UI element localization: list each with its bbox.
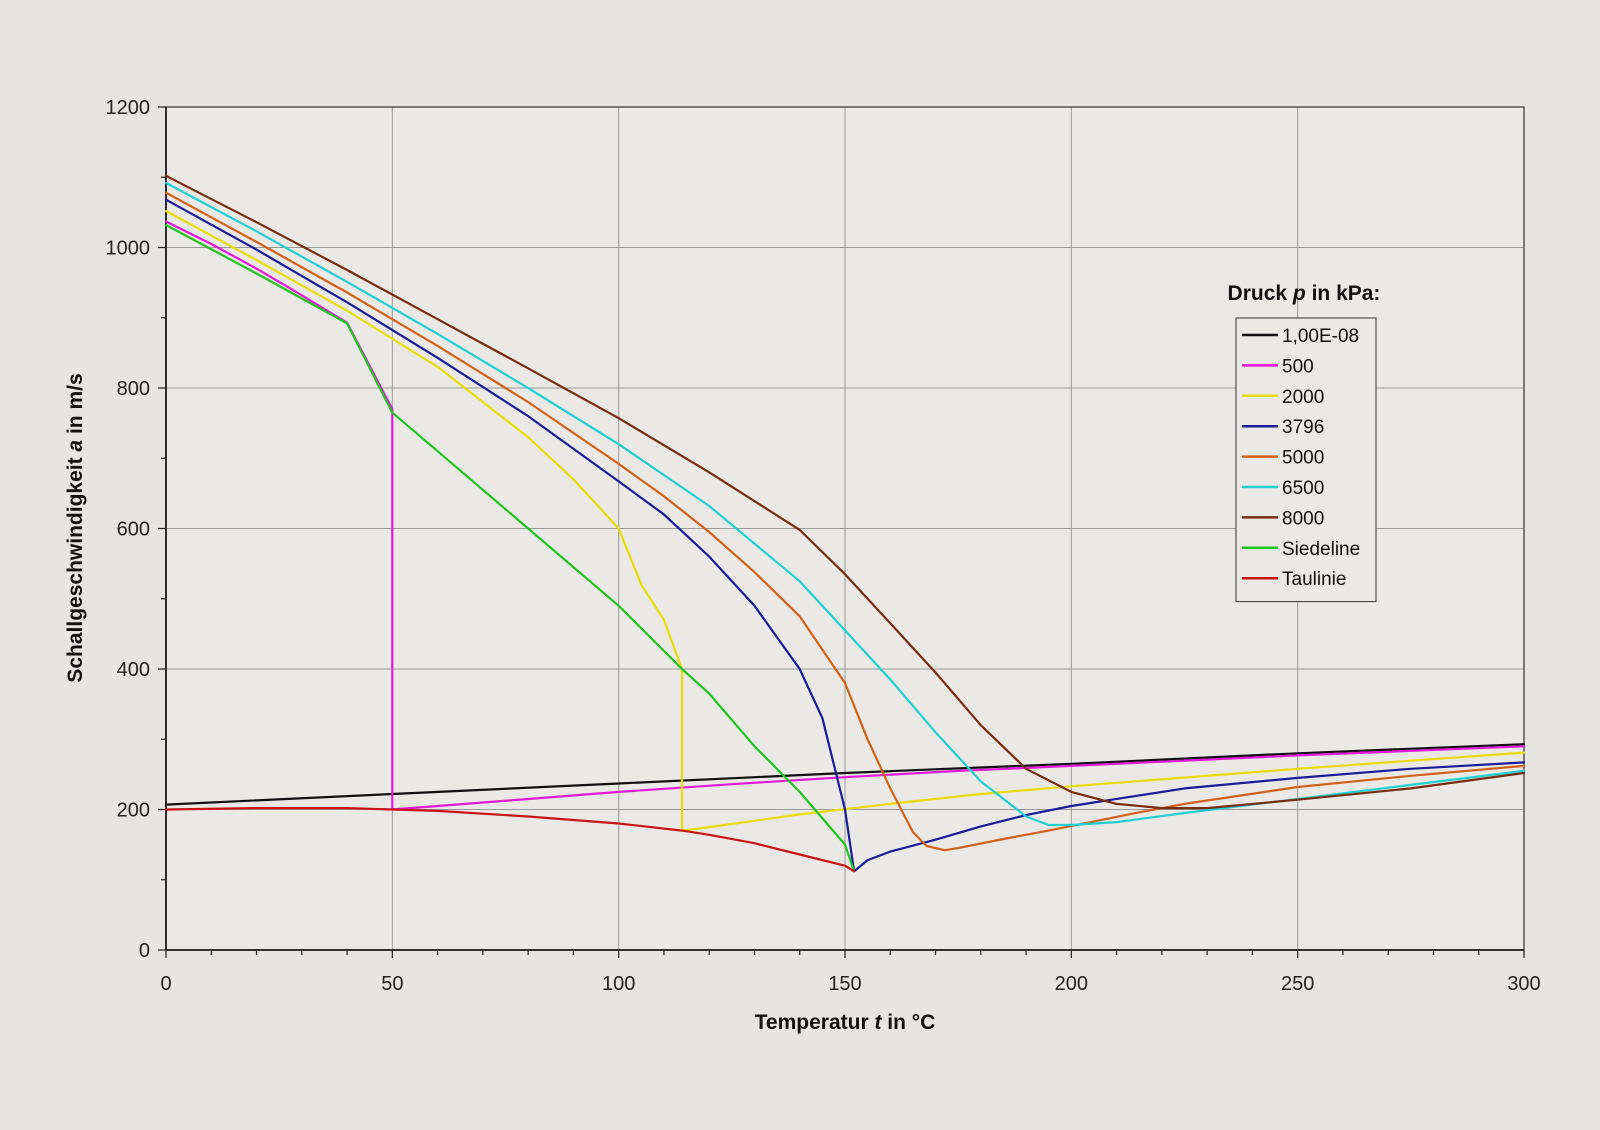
y-tick-label: 1200 bbox=[106, 97, 151, 119]
legend-label-2: 2000 bbox=[1282, 387, 1324, 408]
series-line-6 bbox=[164, 174, 1526, 810]
legend-label-6: 8000 bbox=[1282, 508, 1324, 529]
series-line-7 bbox=[164, 223, 856, 873]
x-tick-label: 100 bbox=[602, 973, 635, 995]
series-line-1 bbox=[164, 220, 1526, 811]
legend-label-7: Siedeline bbox=[1282, 539, 1360, 560]
legend-label-5: 6500 bbox=[1282, 478, 1324, 499]
series-line-8 bbox=[164, 807, 856, 873]
x-tick-label: 150 bbox=[828, 973, 861, 995]
legend-title: Druck p in kPa: bbox=[1228, 282, 1381, 305]
series-lines bbox=[164, 174, 1526, 873]
x-tick-label: 0 bbox=[160, 973, 171, 995]
legend-label-3: 3796 bbox=[1282, 417, 1324, 438]
y-tick-label: 800 bbox=[117, 378, 150, 400]
series-line-4 bbox=[164, 191, 1526, 852]
y-tick-label: 400 bbox=[117, 659, 150, 681]
legend-label-0: 1,00E-08 bbox=[1282, 326, 1359, 347]
legend-label-8: Taulinie bbox=[1282, 569, 1346, 590]
legend-label-4: 5000 bbox=[1282, 448, 1324, 469]
series-line-3 bbox=[164, 198, 1526, 873]
tick-labels: 0 50 100 150 200 250 300 0 200 400 600 800 1000 1200 bbox=[106, 97, 1541, 995]
series-line-5 bbox=[164, 181, 1526, 827]
y-tick-label: 0 bbox=[139, 940, 150, 962]
legend: 1,00E-08 500 2000 3796 5000 6500 8000 Siedeline… bbox=[1235, 317, 1377, 603]
y-tick-label: 600 bbox=[117, 519, 150, 541]
y-tick-label: 1000 bbox=[106, 238, 151, 260]
axes bbox=[158, 106, 1525, 958]
legend-label-1: 500 bbox=[1282, 356, 1314, 377]
y-axis-title: Schallgeschwindigkeit a in m/s bbox=[64, 373, 87, 682]
x-tick-label: 300 bbox=[1507, 973, 1540, 995]
x-axis-title: Temperatur t in °C bbox=[755, 1011, 936, 1034]
y-tick-label: 200 bbox=[117, 800, 150, 822]
x-tick-label: 50 bbox=[381, 973, 403, 995]
x-tick-label: 200 bbox=[1055, 973, 1088, 995]
x-tick-label: 250 bbox=[1281, 973, 1314, 995]
